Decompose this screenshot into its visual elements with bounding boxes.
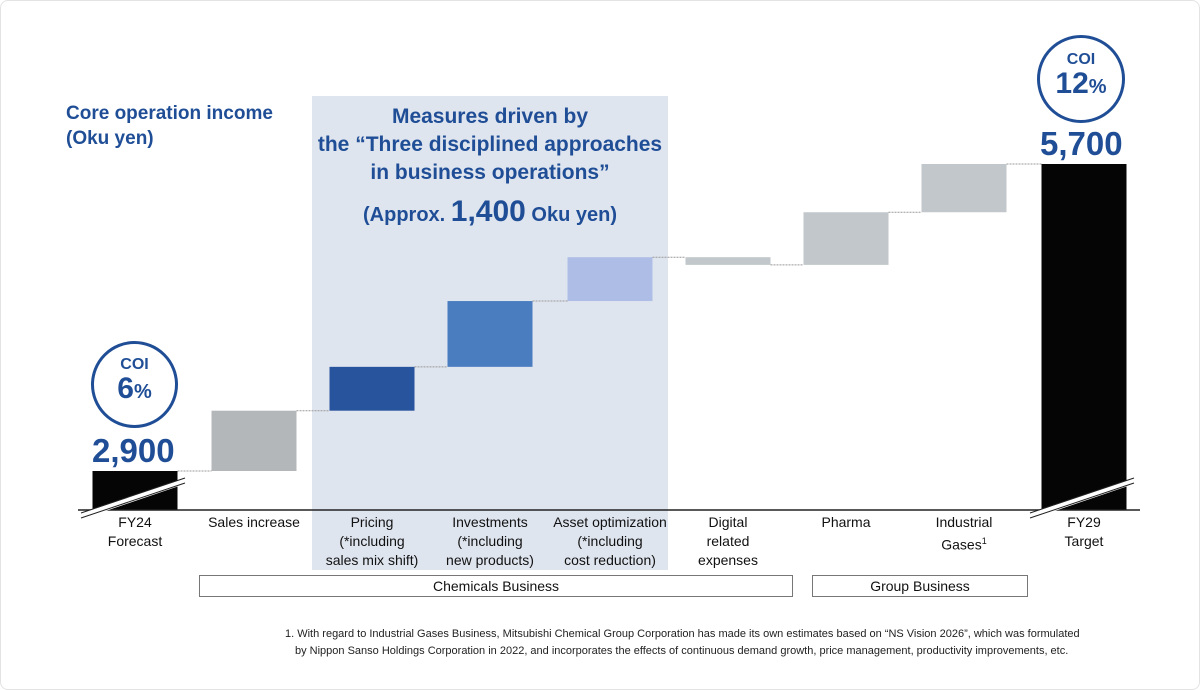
category-label-line: FY24 [118,514,152,530]
coi-unit: % [1088,76,1107,98]
category-label-line: Gases1 [899,532,1029,555]
callout-line: in business operations” [370,161,610,184]
end-total-label: 5,700 [1040,125,1123,162]
category-label-line: Forecast [107,533,163,549]
bar-investments [447,301,533,367]
category-label-line: Gases [941,536,982,553]
category-label-line: FY29 [1067,514,1101,530]
title-line: Core operation income [66,103,273,124]
footnote: 1. With regard to Industrial Gases Busin… [285,626,1165,660]
category-label-line: (*including [577,533,643,549]
chart-title: Core operation income (Oku yen) [66,101,273,151]
category-label: Investments (*including new products) [425,513,555,570]
axis-break-line [80,477,186,514]
category-label-line: new products) [446,552,534,568]
callout-line: Measures driven by [391,105,589,128]
coi-end-badge: COI 12% [1037,35,1125,123]
category-label: FY24 Forecast [70,513,200,551]
callout-line: the “Three disciplined approaches [317,133,663,156]
category-label-line: Asset optimization [553,514,667,530]
category-label-line: Pricing [350,514,394,530]
category-label-line: sales mix shift) [325,552,419,568]
category-label-line: related [706,533,750,549]
bar-fy29-target [1041,164,1127,510]
category-label-line: (*including [339,533,405,549]
category-label-line: Investments [452,514,528,530]
approx-prefix: (Approx. [363,204,451,226]
footnote-marker: 1 [981,536,987,546]
category-label-line: (*including [457,533,523,549]
category-label-line: cost reduction) [564,552,656,568]
approx-value: 1,400 [450,195,526,228]
category-label: FY29 Target [1019,513,1149,551]
axis-break-line [1029,482,1135,519]
coi-unit: % [133,381,152,403]
footnote-line: by Nippon Sanso Holdings Corporation in … [295,645,1069,657]
group-business-bracket: Group Business [812,575,1028,597]
category-label: Pharma [781,513,911,532]
category-label-line: expenses [698,552,758,568]
coi-start-badge: COI 6% [91,341,178,428]
title-unit: (Oku yen) [66,128,154,149]
bar-digital-related-expenses [685,257,771,265]
approx-amount: (Approx. 1,400 Oku yen) [300,195,680,229]
coi-label: COI [1066,51,1096,68]
category-label: Sales increase [189,513,319,532]
category-label: Industrial Gases1 [899,513,1029,555]
category-label-line: Sales increase [208,514,300,530]
bar-industrial-gases [921,164,1007,213]
category-label-line: Digital [708,514,748,530]
coi-value: 6 [117,372,134,405]
bar-asset-optimization [567,257,653,302]
bar-sales-increase [211,410,297,471]
category-label-line: Pharma [821,514,871,530]
category-label: Pricing (*including sales mix shift) [307,513,437,570]
axis-break-line [80,482,186,519]
category-label-line: Industrial [935,514,993,530]
axis-break-line [1029,477,1135,514]
category-label: Asset optimization (*including cost reduct… [545,513,675,570]
start-total-label: 2,900 [92,432,175,469]
approx-suffix: Oku yen) [525,204,617,226]
bar-pharma [803,212,889,265]
bar-pricing [329,366,415,411]
measures-callout: Measures driven by the “Three discipline… [300,103,680,187]
coi-value: 12 [1055,67,1089,100]
footnote-line: 1. With regard to Industrial Gases Busin… [285,628,1080,640]
chemicals-business-bracket: Chemicals Business [199,575,793,597]
category-label: Digital related expenses [663,513,793,570]
coi-label: COI [120,356,149,373]
category-label-line: Target [1064,533,1104,549]
